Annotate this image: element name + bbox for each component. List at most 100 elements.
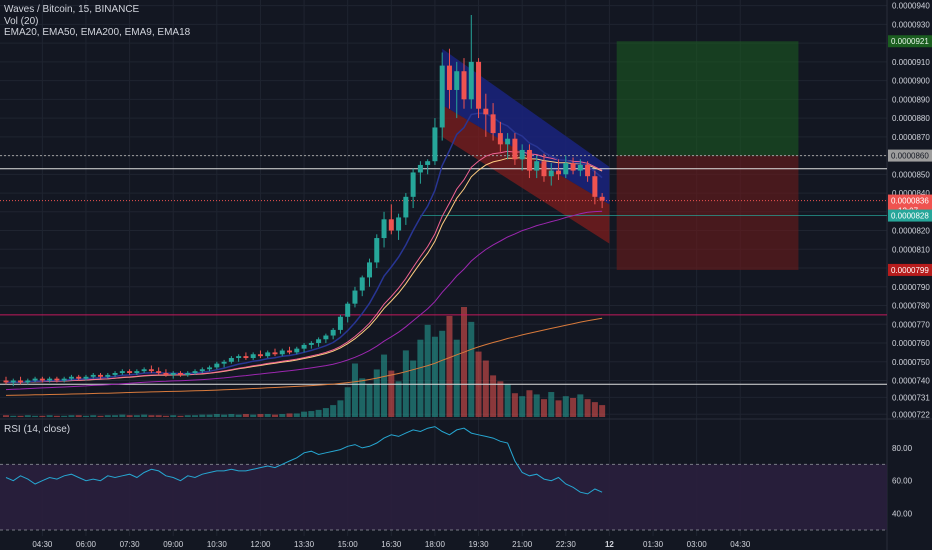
- volume-bar: [90, 415, 97, 417]
- volume-bar: [112, 415, 119, 417]
- candle-body: [352, 290, 358, 304]
- candle-body: [61, 378, 67, 381]
- volume-bar: [3, 415, 9, 417]
- candlesticks: [3, 14, 605, 387]
- candle-body: [432, 127, 438, 162]
- volume-bar: [344, 387, 351, 417]
- volume-bar: [337, 400, 344, 417]
- price-tick-label: 0.0000890: [892, 95, 930, 104]
- volume-bar: [548, 392, 555, 417]
- candle-body: [461, 71, 467, 100]
- candle-body: [425, 161, 431, 165]
- volume-bar: [141, 414, 148, 417]
- volume-bar: [235, 414, 242, 417]
- entry-price-badge-bg: [888, 149, 932, 162]
- candle-body: [548, 170, 554, 177]
- candle-body: [228, 358, 234, 362]
- volume-bar: [402, 350, 409, 417]
- time-tick-label: 18:00: [425, 540, 446, 549]
- candle-body: [119, 371, 125, 374]
- volume-bar: [199, 414, 206, 417]
- price-badges: 0.00009210.00008600.000083612:070.000082…: [888, 35, 932, 276]
- volume-indicator-label[interactable]: Vol (20): [4, 16, 39, 27]
- volume-bar: [439, 330, 446, 417]
- candle-body: [308, 343, 314, 345]
- rsi-tick-label: 40.00: [892, 510, 913, 519]
- candle-body: [410, 172, 416, 197]
- time-tick-label: 01:30: [643, 540, 664, 549]
- candle-body: [25, 380, 31, 383]
- price-tick-label: 0.0000790: [892, 283, 930, 292]
- candle-body: [265, 352, 271, 357]
- volume-bar: [373, 369, 380, 417]
- time-tick-label: 12: [605, 540, 614, 549]
- entry-price-badge: 0.0000860: [891, 152, 929, 161]
- volume-bar: [32, 415, 39, 417]
- volume-bar: [461, 307, 468, 417]
- volume-bar: [104, 415, 111, 417]
- volume-bar: [242, 414, 249, 417]
- candle-body: [199, 369, 205, 372]
- volume-bar: [395, 381, 402, 417]
- volume-bar: [257, 414, 264, 417]
- rsi-line: [5, 426, 603, 495]
- candle-body: [381, 219, 387, 239]
- candle-body: [177, 373, 183, 375]
- rsi-pane: [0, 426, 887, 531]
- price-tick-label: 0.0000870: [892, 133, 930, 142]
- volume-bar: [250, 414, 257, 417]
- candle-body: [374, 238, 380, 263]
- ema50-line: [5, 210, 603, 391]
- volume-bar: [599, 405, 606, 417]
- candle-body: [272, 352, 278, 355]
- candle-body: [446, 65, 452, 90]
- candle-body: [577, 164, 583, 171]
- volume-bar: [126, 415, 133, 417]
- rsi-tick-label: 60.00: [892, 477, 913, 486]
- candle-body: [192, 371, 198, 374]
- candle-body: [54, 378, 60, 381]
- volume-bar: [424, 324, 431, 417]
- channel-lower-band: [442, 104, 610, 244]
- candle-body: [505, 138, 511, 145]
- candle-body: [134, 371, 140, 374]
- volume-bar: [519, 396, 526, 417]
- candle-body: [18, 380, 24, 383]
- candle-body: [323, 335, 329, 340]
- volume-bar: [570, 397, 577, 417]
- current-price-badge-bg: [888, 194, 932, 207]
- candle-body: [417, 164, 423, 173]
- horizontal-levels: [0, 155, 887, 385]
- candle-body: [214, 363, 220, 368]
- candle-body: [221, 361, 227, 364]
- volume-bar: [264, 414, 271, 417]
- candle-body: [236, 356, 242, 359]
- rsi-indicator-label[interactable]: RSI (14, close): [4, 424, 71, 435]
- time-tick-label: 09:00: [163, 540, 184, 549]
- rsi-band: [0, 464, 887, 530]
- volume-bar: [184, 415, 191, 417]
- time-tick-label: 13:30: [294, 540, 315, 549]
- volume-bar: [17, 415, 24, 417]
- volume-bar: [366, 384, 373, 417]
- volume-bar: [468, 321, 475, 417]
- time-tick-label: 22:30: [556, 540, 577, 549]
- volume-bar: [504, 384, 511, 417]
- volume-bar: [591, 402, 598, 417]
- candle-body: [47, 378, 53, 381]
- candle-body: [541, 161, 547, 177]
- volume-bar: [221, 414, 228, 417]
- symbol-title[interactable]: Waves / Bitcoin, 15, BINANCE: [4, 4, 140, 15]
- candle-body: [279, 350, 285, 355]
- candle-body: [388, 219, 394, 231]
- candle-body: [170, 373, 176, 375]
- candle-body: [90, 374, 96, 377]
- candle-body: [156, 371, 162, 374]
- volume-bars: [3, 307, 606, 417]
- candle-body: [112, 373, 118, 375]
- ema-indicator-label[interactable]: EMA20, EMA50, EMA200, EMA9, EMA18: [4, 27, 191, 38]
- candle-body: [330, 329, 336, 336]
- volume-bar: [53, 415, 60, 417]
- price-tick-label: 0.0000750: [892, 358, 930, 367]
